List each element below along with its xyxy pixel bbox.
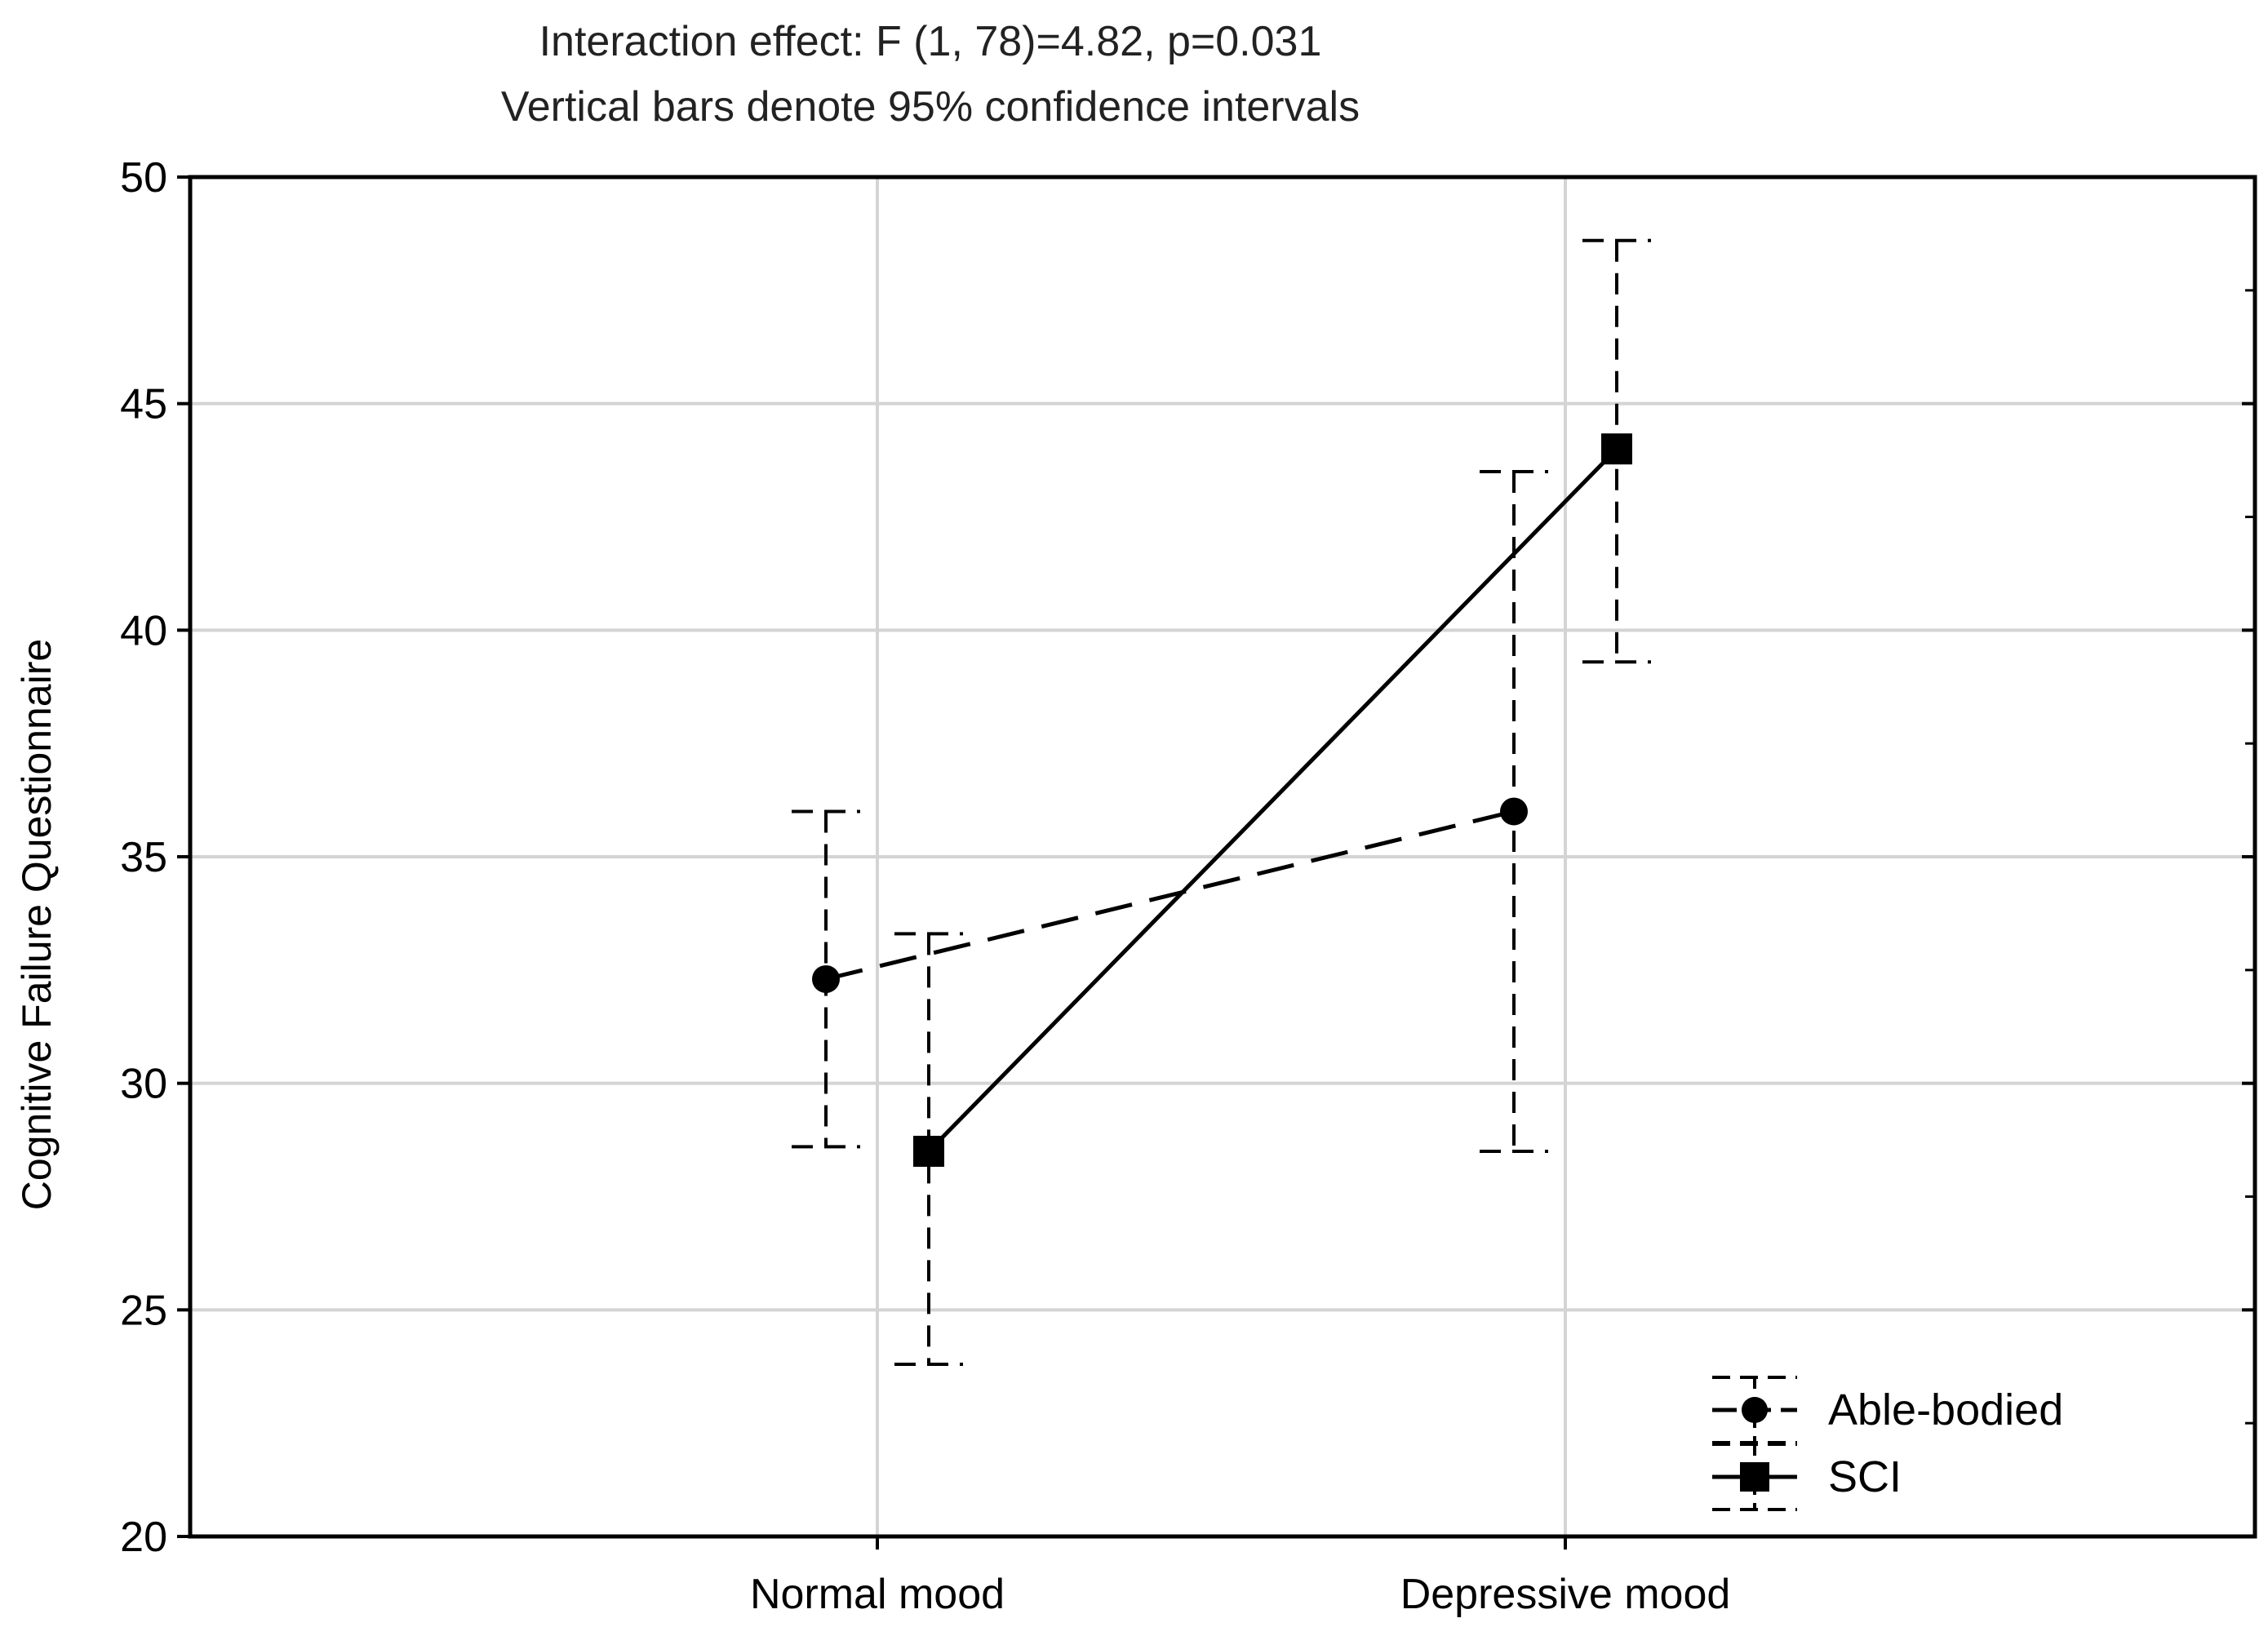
chart-title: Interaction effect: F (1, 78)=4.82, p=0.… (539, 18, 1322, 65)
legend-label: Able-bodied (1828, 1386, 2063, 1434)
y-tick-label: 50 (120, 154, 167, 202)
legend-marker-circle (1742, 1397, 1768, 1423)
data-point-circle (812, 964, 840, 993)
series-line-sci (927, 447, 1618, 1153)
plot-frame (188, 175, 2257, 1539)
data-point-square (913, 1135, 944, 1167)
y-tick-label: 25 (120, 1287, 167, 1334)
series-line-able-bodied (825, 809, 1515, 982)
y-tick-label: 45 (120, 381, 167, 428)
chart-subtitle: Vertical bars denote 95% confidence inte… (501, 83, 1360, 131)
data-point-circle (1500, 797, 1528, 826)
legend-marker-square (1740, 1462, 1769, 1492)
y-tick-label: 30 (120, 1061, 167, 1108)
y-tick-label: 35 (120, 834, 167, 881)
axes: 20 25 30 35 40 45 50 Normal mood Depressive mood (120, 154, 2257, 1618)
legend: Able-bodied SCI (1712, 1376, 2063, 1511)
x-tick-label: Normal mood (750, 1571, 1005, 1618)
series-group (792, 238, 1651, 1366)
gridlines (190, 177, 2255, 1536)
data-point-square (1601, 433, 1632, 465)
x-tick-label: Depressive mood (1400, 1571, 1731, 1618)
y-tick-label: 20 (120, 1514, 167, 1561)
legend-label: SCI (1828, 1452, 1902, 1501)
y-axis-label: Cognitive Failure Questionnaire (14, 639, 60, 1210)
y-tick-label: 40 (120, 607, 167, 654)
